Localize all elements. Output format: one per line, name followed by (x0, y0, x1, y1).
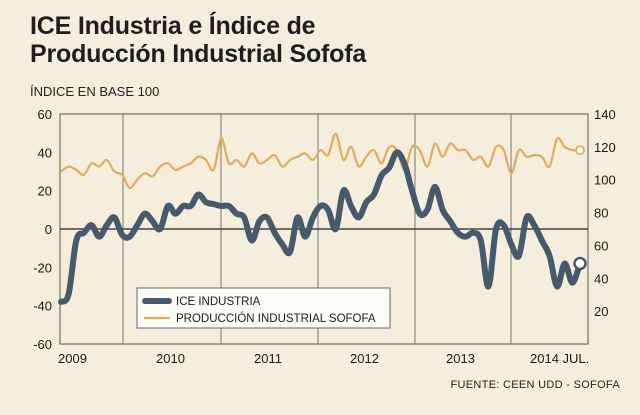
left-axis-tick: 20 (38, 184, 52, 199)
right-axis-tick: 80 (594, 206, 608, 221)
x-axis-label: 2014 JUL. (530, 351, 589, 366)
right-axis-tick: 140 (594, 107, 616, 122)
chart-title: ICE Industria e Índice de Producción Ind… (30, 12, 366, 68)
sofofa-production-line (59, 132, 582, 190)
right-axis-tick: 40 (594, 271, 608, 286)
chart-title-line2: Producción Industrial Sofofa (30, 40, 367, 68)
right-axis-tick: 60 (594, 238, 608, 253)
x-axis-label: 2010 (156, 351, 185, 366)
left-axis-tick: 40 (38, 145, 52, 160)
chart-legend: ICE INDUSTRIA PRODUCCIÓN INDUSTRIAL SOFOF… (136, 287, 391, 329)
chart-subtitle: ÍNDICE EN BASE 100 (30, 84, 160, 99)
legend-box (136, 287, 391, 329)
right-axis-tick: 20 (594, 304, 608, 319)
sofofa-production-endpoint (575, 145, 585, 156)
legend-item-sofofa-label: PRODUCCIÓN INDUSTRIAL SOFOFA (176, 312, 376, 325)
x-axis-label: 2009 (58, 351, 87, 366)
legend-item-ice-label: ICE INDUSTRIA (176, 296, 261, 308)
right-axis-tick: 120 (594, 140, 616, 155)
left-axis-tick: 60 (38, 107, 52, 122)
ice-industria-line (58, 149, 583, 305)
chart-title-line1: ICE Industria e Índice de (30, 12, 316, 40)
x-axis-label: 2012 (350, 351, 379, 366)
left-axis-tick: -40 (33, 299, 52, 314)
right-axis-tick: 100 (594, 173, 616, 188)
left-axis-tick: -20 (33, 260, 52, 275)
chart-source: FUENTE: CEEN UDD - SOFOFA (450, 379, 620, 391)
x-axis-label: 2013 (446, 351, 475, 366)
left-axis-tick: -60 (33, 337, 52, 352)
ice-industria-endpoint (573, 256, 587, 271)
x-axis-label: 2011 (254, 351, 282, 366)
left-axis-tick: 0 (45, 222, 52, 237)
